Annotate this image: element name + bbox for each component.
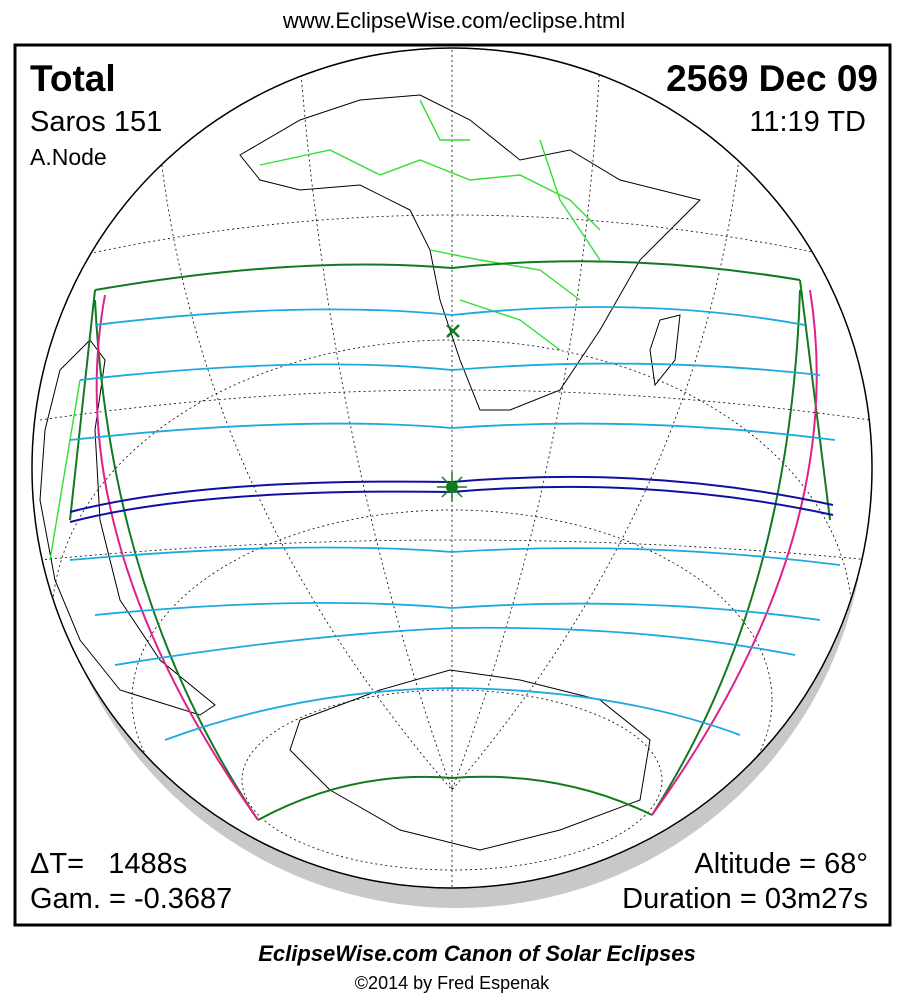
gamma: Gam. = -0.3687 bbox=[30, 883, 232, 915]
time: 11:19 TD bbox=[749, 106, 866, 138]
globe bbox=[31, 47, 873, 889]
footer-title: EclipseWise.com Canon of Solar Eclipses bbox=[258, 941, 696, 966]
altitude: Altitude = 68° bbox=[694, 848, 868, 880]
delta-t: ΔT= 1488s bbox=[30, 848, 187, 880]
saros: Saros 151 bbox=[30, 106, 162, 138]
eclipse-type: Total bbox=[30, 58, 116, 99]
eclipse-date: 2569 Dec 09 bbox=[666, 58, 878, 99]
duration: Duration = 03m27s bbox=[622, 883, 868, 915]
url: www.EclipseWise.com/eclipse.html bbox=[282, 8, 625, 33]
node: A.Node bbox=[30, 144, 107, 170]
globe-content bbox=[39, 50, 871, 888]
copyright: ©2014 by Fred Espenak bbox=[355, 973, 550, 993]
